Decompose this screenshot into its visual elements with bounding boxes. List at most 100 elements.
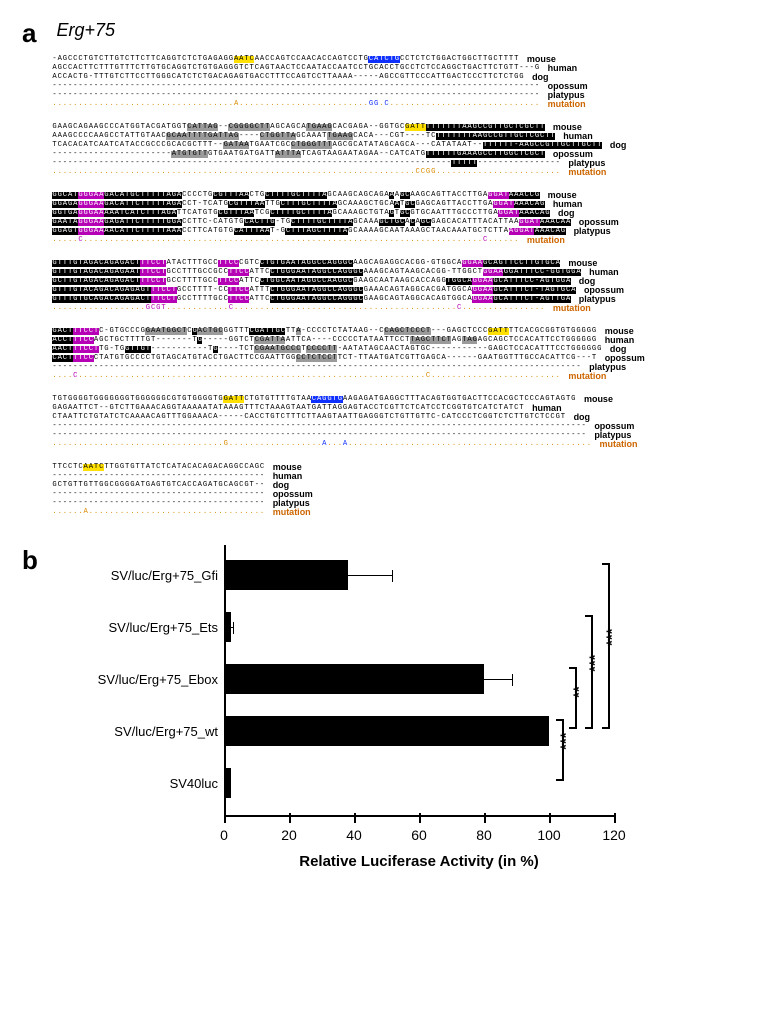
species-label: human	[548, 64, 578, 73]
species-label: mutation	[568, 168, 606, 177]
significance-bracket: ***	[608, 563, 610, 729]
significance-stars: **	[571, 686, 588, 698]
seq-row: GTTTGTAGACAGAGACTTTCCTATACTTTGCCTTCCCGTC…	[52, 259, 745, 268]
bar-label: SV/luc/Erg+75_Ebox	[54, 672, 224, 687]
seq-row: ...................................A....…	[52, 100, 745, 109]
seq-row: GACTTTCCTC-GTGCCCGGAATGGCTCGACTGCGGTTTCG…	[52, 327, 745, 336]
seq-row: ----------------------------------------…	[52, 431, 745, 440]
bar-row: SV40luc	[54, 763, 231, 803]
significance-stars: ***	[558, 732, 575, 750]
sequence: GGCATGGGAAGACATGCTTTTTAGACCCCTGCGTTTAACT…	[52, 192, 540, 199]
seq-row: GGAGAGGGAAGACATTCTTTTTAGACCT-TCATGCGTTTA…	[52, 200, 745, 209]
seq-row: ....C...................................…	[52, 372, 745, 381]
seq-row: ..................GCGT............C.....…	[52, 304, 745, 313]
sequence: GTTTGTACAGACAGAGAGTTTCCTGCCTTTT-CCTTCCAT…	[52, 287, 576, 294]
sequence: GAATAGGGAAGAGATTCTTTTTGGACCTTC-CATGTGCAC…	[52, 219, 571, 226]
seq-row: GTTTGTACAGACAGAGAGTTTCCTGCCTTTT-CCTTCCAT…	[52, 286, 745, 295]
x-tick	[484, 813, 486, 823]
sequence: ACCACTG-TTTGTCTTCCTTGGGCATCTCTGACAGAGTGA…	[52, 74, 524, 81]
sequence: ----------------------------------------…	[52, 83, 540, 90]
seq-row: GAGAATTCT--GTCTTGAAACAGGTAAAAATATAAAGTTT…	[52, 404, 745, 413]
seq-row: ......A.................................…	[52, 508, 745, 517]
sequence: GGAGTGGGAAAACATTCTTTTTAAACCTTCATGTGCATTT…	[52, 228, 566, 235]
seq-row: ----------------------------------------…	[52, 499, 745, 508]
x-tick-label: 120	[602, 827, 625, 843]
sequence: GTTTGTGCAGACAGAGACTTTCCTGCCTTTTGCCTTCCAT…	[52, 296, 571, 303]
error-bar	[348, 575, 394, 576]
seq-row: GCTTGTAGACAGAGACTTTCCTGCCTTTTGCCTTCCATTC…	[52, 277, 745, 286]
alignment-block: GTTTGTAGACAGAGACTTTCCTATACTTTGCCTTCCCGTC…	[52, 259, 745, 313]
seq-row: -----------------------ATGTGTTGTGAATGATG…	[52, 150, 745, 159]
species-label: mutation	[600, 440, 638, 449]
bar-row: SV/luc/Erg+75_Ebox	[54, 659, 484, 699]
species-label: platypus	[574, 227, 611, 236]
sequence: ----------------------------------------…	[52, 160, 560, 167]
x-tick-label: 20	[281, 827, 297, 843]
x-tick	[354, 813, 356, 823]
seq-row: ----------------------------------------…	[52, 472, 745, 481]
x-tick	[419, 813, 421, 823]
significance-stars: ***	[603, 628, 620, 646]
sequence: ...................................A....…	[52, 101, 540, 108]
seq-row: ----------------------------------------…	[52, 159, 745, 168]
alignment-block: TGTGGGGTGGGGGGGTGGGGGGCGTGTGGGGTGGATTCTG…	[52, 395, 745, 449]
seq-row: CACTTTCCCTATGTGCCCCTGTAGCATGTACCTGACTTCC…	[52, 354, 745, 363]
sequence: ....C...................................…	[52, 373, 560, 380]
seq-row: .................................G......…	[52, 440, 745, 449]
sequence: AGCCACTTCTTTGTTTCTTGTGCAGGTCTGTGAGGGTCTC…	[52, 65, 540, 72]
seq-row: GTTTGTGCAGACAGAGACTTTCCTGCCTTTTGCCTTCCAT…	[52, 295, 745, 304]
bar-label: SV/luc/Erg+75_Ets	[54, 620, 224, 635]
bar-label: SV40luc	[54, 776, 224, 791]
significance-bracket: ***	[562, 719, 564, 781]
sequence: AACTTTCCTTG-TGGTTGT-----------TG----TCTC…	[52, 346, 602, 353]
bar-label: SV/luc/Erg+75_Gfi	[54, 568, 224, 583]
sequence: ----------------------------------------…	[52, 491, 265, 498]
species-label: mutation	[548, 100, 586, 109]
sequence: GAAGCAGAAGCCCATGGTACGATGGTCATTAG--CGGGGC…	[52, 124, 545, 131]
sequence: GTTTGTAGACAGAGAATTTCCTGCCTTTGCCGCCTTCCAT…	[52, 269, 581, 276]
seq-row: ----------------------------------------…	[52, 91, 745, 100]
species-label: human	[563, 132, 593, 141]
sequence: ----------------------------------------…	[52, 364, 581, 371]
sequence: ----------------------------------------…	[52, 423, 586, 430]
seq-row: GGCATGGGAAGACATGCTTTTTAGACCCCTGCGTTTAACT…	[52, 191, 745, 200]
x-tick-label: 0	[220, 827, 228, 843]
seq-row: GAAGCAGAAGCCCATGGTACGATGGTCATTAG--CGGGGC…	[52, 123, 745, 132]
sequence: .................................G......…	[52, 441, 592, 448]
sequence: GGTGAGGGAAAAATCATCTTTAGATTCATGTGCGTTTAAT…	[52, 210, 550, 217]
bar-label: SV/luc/Erg+75_wt	[54, 724, 224, 739]
sequence: -----------------------ATGTGTTGTGAATGATG…	[52, 151, 545, 158]
bar	[224, 560, 348, 590]
sequence: -AGCCCTGTCTTGTCTTCTTCAGGTCTCTGAGAGGAATCA…	[52, 56, 519, 63]
sequence: TCACACATCAATCATACCGCCCGCACGCTTT--GATAATG…	[52, 142, 602, 149]
seq-row: -AGCCCTGTCTTGTCTTCTTCAGGTCTCTGAGAGGAATCA…	[52, 55, 745, 64]
sequence-alignment: -AGCCCTGTCTTGTCTTCTTCAGGTCTCTGAGAGGAATCA…	[52, 55, 745, 517]
alignment-block: -AGCCCTGTCTTGTCTTCTTCAGGTCTCTGAGAGGAATCA…	[52, 55, 745, 109]
alignment-block: TTCCTCAATCTTGGTGTTATCTCATACACAGACAGGCCAG…	[52, 463, 745, 517]
bar-chart: 020406080100120SV/luc/Erg+75_GfiSV/luc/E…	[54, 545, 614, 855]
x-tick	[289, 813, 291, 823]
error-bar	[231, 627, 234, 628]
sequence: ----------------------------------------…	[52, 92, 540, 99]
significance-bracket: **	[575, 667, 577, 729]
seq-row: .....C..................................…	[52, 236, 745, 245]
seq-row: TCACACATCAATCATACCGCCCGCACGCTTT--GATAATG…	[52, 141, 745, 150]
seq-row: GCTGTTGTTGGCGGGGATGAGTGTCACCAGATGCAGCGT-…	[52, 481, 745, 490]
seq-row: GGTGAGGGAAAAATCATCTTTAGATTCATGTGCGTTTAAT…	[52, 209, 745, 218]
sequence: ----------------------------------------…	[52, 473, 265, 480]
seq-row: ACCACTG-TTTGTCTTCCTTGGGCATCTCTGACAGAGTGA…	[52, 73, 745, 82]
panel-b-label: b	[22, 545, 46, 855]
bar	[224, 768, 231, 798]
sequence: ..................GCGT............C.....…	[52, 305, 545, 312]
seq-row: ----------------------------------------…	[52, 82, 745, 91]
seq-row: TGTGGGGTGGGGGGGTGGGGGGCGTGTGGGGTGGATTCTG…	[52, 395, 745, 404]
alignment-block: GAAGCAGAAGCCCATGGTACGATGGTCATTAG--CGGGGC…	[52, 123, 745, 177]
sequence: AAAGCCCCAAGCCTATTGTAACGCAATTTTGATTAG----…	[52, 133, 555, 140]
seq-row: ........................................…	[52, 168, 745, 177]
species-label: mutation	[527, 236, 565, 245]
bar	[224, 612, 231, 642]
sequence: GAGAATTCT--GTCTTGAAACAGGTAAAAATATAAAGTTT…	[52, 405, 524, 412]
seq-row: ----------------------------------------…	[52, 422, 745, 431]
bar	[224, 664, 484, 694]
sequence: ......A.................................…	[52, 509, 265, 516]
